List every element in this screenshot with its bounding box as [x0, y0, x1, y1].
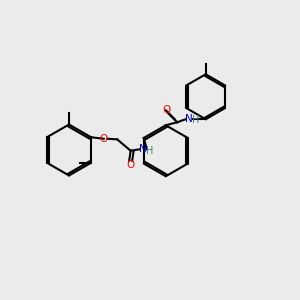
Text: O: O: [127, 160, 135, 170]
Text: N: N: [140, 144, 147, 154]
Text: O: O: [162, 105, 170, 115]
Text: O: O: [100, 134, 108, 144]
Text: H: H: [146, 146, 154, 156]
Text: N: N: [185, 114, 193, 124]
Text: H: H: [192, 115, 200, 125]
